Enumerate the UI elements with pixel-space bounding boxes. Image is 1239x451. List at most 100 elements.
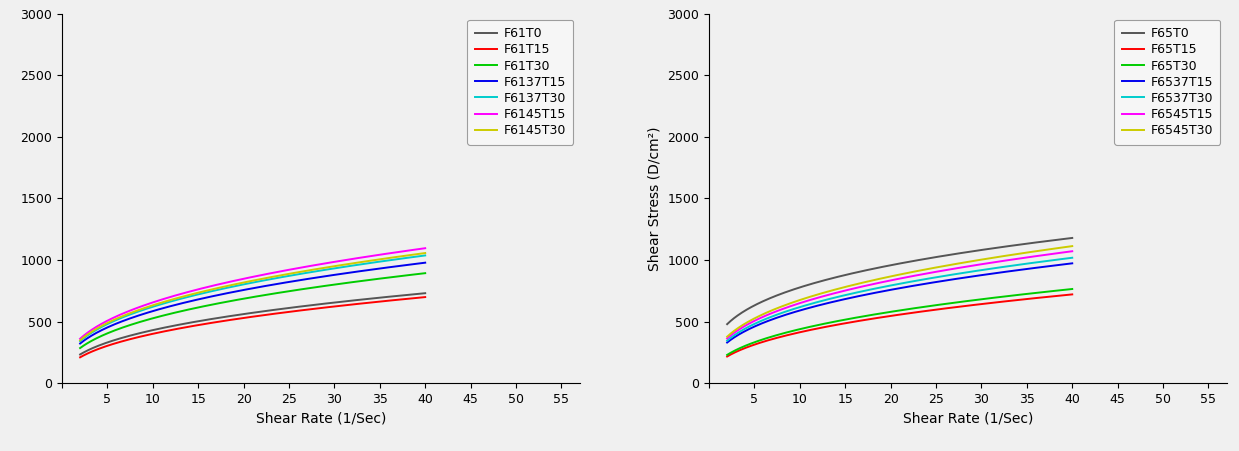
Line: F6545T15: F6545T15 (727, 251, 1072, 338)
F6537T30 (924, 276, 939, 281)
F6545T30 (926, 265, 940, 271)
Y-axis label: Shear Stress (D/cm²): Shear Stress (D/cm²) (648, 126, 662, 271)
F61T0 (385, 294, 400, 299)
F65T0 (721, 320, 736, 326)
Line: F61T30: F61T30 (81, 273, 425, 348)
F65T30 (1032, 290, 1047, 295)
F61T0 (284, 305, 299, 310)
F61T30 (418, 271, 432, 276)
F61T0 (73, 352, 88, 357)
F6537T30 (720, 338, 735, 343)
F6537T15 (1032, 265, 1047, 270)
F6545T30 (924, 266, 939, 271)
F6145T15 (74, 335, 89, 341)
F6137T15 (278, 280, 292, 285)
F6137T30 (363, 260, 378, 266)
Line: F61T15: F61T15 (81, 297, 425, 357)
F6537T15 (1064, 261, 1079, 266)
F6137T30 (284, 273, 299, 278)
F6145T30 (418, 250, 432, 256)
F6545T30 (721, 333, 736, 338)
F65T0 (1064, 235, 1079, 241)
F65T0 (1011, 242, 1026, 248)
Line: F6545T30: F6545T30 (727, 246, 1072, 337)
F65T0 (930, 254, 945, 259)
F6137T30 (278, 274, 292, 279)
F65T0 (720, 322, 735, 327)
Line: F61T0: F61T0 (81, 293, 425, 354)
Line: F65T30: F65T30 (727, 289, 1072, 355)
F6537T15 (721, 339, 736, 344)
F6545T30 (1011, 251, 1026, 257)
Line: F65T0: F65T0 (727, 238, 1072, 324)
F65T30 (1011, 292, 1026, 298)
F61T30 (278, 289, 292, 295)
F6137T15 (363, 267, 378, 272)
F6537T30 (1032, 259, 1047, 265)
F6545T30 (930, 264, 945, 270)
F65T15 (1064, 292, 1079, 297)
Line: F6137T30: F6137T30 (81, 255, 425, 341)
F6145T15 (284, 267, 299, 272)
F61T0 (278, 306, 292, 311)
F6537T30 (926, 275, 940, 281)
F6145T15 (418, 245, 432, 251)
F6137T15 (385, 264, 400, 270)
F61T30 (363, 277, 378, 282)
F6545T15 (924, 270, 939, 275)
F61T0 (418, 290, 432, 296)
F6545T15 (930, 269, 945, 274)
F6545T15 (721, 335, 736, 340)
F61T15 (73, 354, 88, 360)
X-axis label: Shear Rate (1/Sec): Shear Rate (1/Sec) (255, 412, 387, 426)
F6537T15 (1011, 267, 1026, 273)
F65T0 (924, 255, 939, 261)
F6145T15 (278, 268, 292, 273)
F6545T15 (926, 270, 940, 275)
F61T15 (278, 309, 292, 315)
F6145T30 (385, 255, 400, 260)
F61T30 (385, 274, 400, 280)
F65T15 (926, 308, 940, 313)
F65T15 (1032, 295, 1047, 300)
F6137T30 (73, 338, 88, 344)
F6145T15 (363, 253, 378, 259)
F61T15 (385, 298, 400, 303)
F6537T30 (1064, 255, 1079, 261)
F6545T30 (1032, 248, 1047, 253)
F6137T30 (418, 253, 432, 258)
F65T30 (1064, 286, 1079, 292)
F61T15 (418, 295, 432, 300)
F6537T15 (926, 280, 940, 285)
F61T15 (284, 309, 299, 314)
F61T15 (74, 354, 89, 359)
Line: F6137T15: F6137T15 (81, 262, 425, 344)
F6545T15 (1011, 256, 1026, 262)
F61T15 (363, 300, 378, 305)
F65T30 (721, 351, 736, 357)
F6137T15 (73, 341, 88, 346)
F65T15 (721, 353, 736, 359)
F65T30 (930, 302, 945, 308)
F65T0 (1032, 239, 1047, 245)
F65T15 (930, 307, 945, 312)
F6545T15 (1032, 253, 1047, 258)
Legend: F65T0, F65T15, F65T30, F6537T15, F6537T30, F6545T15, F6545T30: F65T0, F65T15, F65T30, F6537T15, F6537T3… (1114, 20, 1220, 144)
F6145T30 (73, 338, 88, 343)
F61T0 (278, 306, 292, 311)
F65T30 (926, 303, 940, 308)
F61T30 (284, 288, 299, 294)
F6137T15 (418, 260, 432, 265)
F65T0 (926, 255, 940, 260)
F6537T15 (720, 340, 735, 345)
F65T15 (1011, 297, 1026, 303)
F6145T15 (73, 336, 88, 341)
F6145T30 (278, 272, 292, 277)
Line: F6145T30: F6145T30 (81, 253, 425, 341)
Line: F65T15: F65T15 (727, 295, 1072, 356)
X-axis label: Shear Rate (1/Sec): Shear Rate (1/Sec) (902, 412, 1033, 426)
F6145T30 (278, 272, 292, 277)
F6137T30 (385, 257, 400, 262)
F6145T30 (74, 336, 89, 342)
F61T30 (278, 289, 292, 295)
